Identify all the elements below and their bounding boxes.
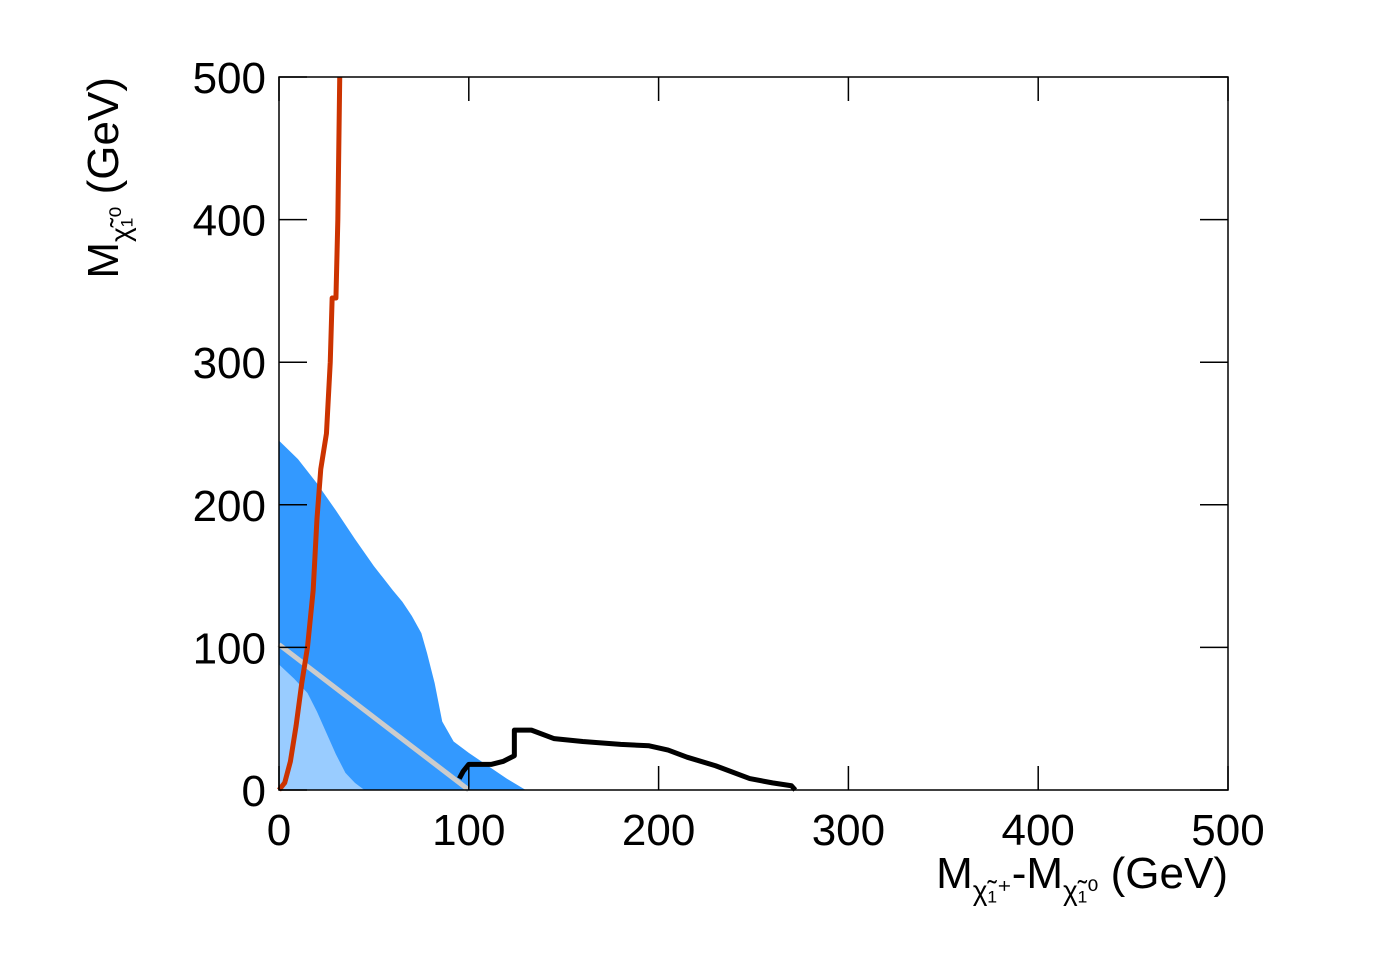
x-tick-label: 100: [432, 806, 505, 855]
x-axis-title-part: χ̃₁⁺: [973, 875, 1012, 906]
y-tick-label: 200: [193, 482, 266, 531]
y-axis-title-part: (GeV): [79, 77, 128, 207]
x-tick-label: 300: [812, 806, 885, 855]
line: [277, 642, 471, 792]
y-tick-label: 500: [193, 54, 266, 103]
y-axis-title-part: M: [79, 242, 128, 279]
line: [277, 76, 343, 792]
x-axis-title-part: M: [936, 849, 973, 898]
area: [279, 440, 526, 790]
plot-frame: [278, 76, 1229, 791]
y-axis-title-part: χ̃₁⁰: [105, 207, 136, 242]
plot-background: [279, 77, 1228, 790]
x-tick-label: 200: [622, 806, 695, 855]
y-axis-title: Mχ̃₁⁰ (GeV): [79, 77, 136, 279]
y-tick-label: 400: [193, 197, 266, 246]
x-tick-label: 400: [1001, 806, 1074, 855]
y-tick-label: 100: [193, 624, 266, 673]
x-tick-label: 0: [267, 806, 291, 855]
x-axis-title-part: -M: [1012, 849, 1063, 898]
y-tick-label: 300: [193, 339, 266, 388]
x-axis-title-part: χ̃₁⁰: [1063, 875, 1098, 906]
line: [457, 727, 798, 792]
x-axis-title: Mχ̃₁⁺-Mχ̃₁⁰ (GeV): [936, 849, 1228, 906]
y-tick-label: 0: [242, 767, 266, 816]
x-tick-label: 500: [1191, 806, 1264, 855]
x-axis-title-part: (GeV): [1098, 849, 1228, 898]
